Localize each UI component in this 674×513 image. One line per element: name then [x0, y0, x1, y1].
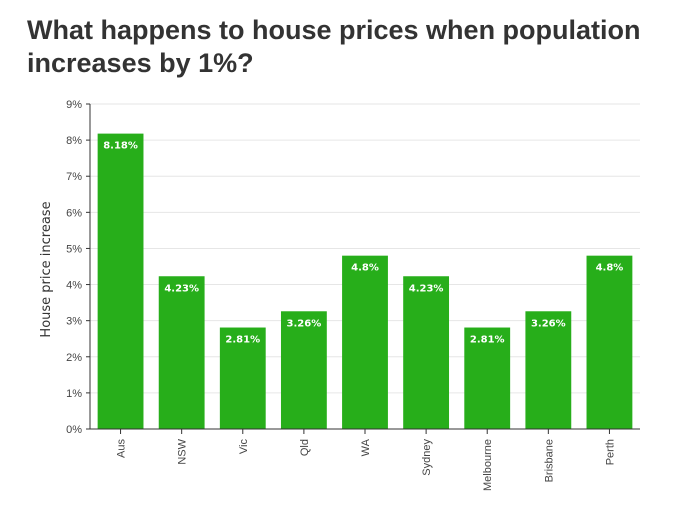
x-tick-label: Brisbane [543, 439, 555, 482]
y-axis-label: House price increase [39, 201, 54, 337]
bar-qld [280, 311, 327, 429]
bars: 8.18% 4.23% 2.81% 3.26% 4.8% 4.23% 2.81% 3.26% 4… [97, 133, 633, 429]
x-tick-label: Sydney [421, 439, 433, 476]
bar-data-label: 3.26% [531, 318, 566, 329]
x-tick-label: Aus [116, 439, 128, 458]
y-tick-label: 5% [66, 243, 82, 255]
x-axis-ticks: Aus NSW Vic Qld WA Sydney Melbourne Brisbane Per… [116, 429, 616, 491]
x-tick-label: Melbourne [482, 439, 494, 491]
bar-data-label: 4.23% [409, 283, 444, 294]
bar-wa [342, 255, 388, 429]
bar-data-label: 4.23% [164, 283, 199, 294]
y-tick-label: 9% [66, 99, 82, 111]
bar-data-label: 4.8% [596, 263, 624, 274]
bar-aus [97, 133, 144, 429]
bar-data-label: 3.26% [287, 318, 322, 329]
y-tick-label: 2% [66, 352, 82, 364]
bar-melbourne [464, 327, 511, 429]
y-axis-ticks: 0% 1% 2% 3% 4% 5% 6% 7% 8% 9% [66, 99, 90, 436]
y-tick-label: 0% [66, 424, 82, 436]
y-tick-label: 7% [66, 171, 82, 183]
y-tick-label: 3% [66, 316, 82, 328]
x-tick-label: NSW [177, 438, 189, 464]
x-tick-label: Qld [299, 439, 311, 456]
y-tick-label: 1% [66, 388, 82, 400]
y-tick-label: 8% [66, 135, 82, 147]
y-tick-label: 4% [66, 280, 82, 292]
bar-brisbane [525, 311, 572, 429]
bar-data-label: 2.81% [470, 335, 505, 346]
bar-data-label: 2.81% [225, 335, 260, 346]
chart-title: What happens to house prices when popula… [27, 15, 641, 78]
x-tick-label: Perth [604, 439, 616, 465]
bar-sydney [403, 276, 450, 429]
bar-perth [586, 255, 633, 429]
bar-nsw [158, 276, 205, 429]
bar-data-label: 4.8% [351, 263, 379, 274]
bar-vic [219, 327, 266, 429]
x-tick-label: Vic [238, 439, 250, 455]
y-tick-label: 6% [66, 207, 82, 219]
bar-data-label: 8.18% [103, 141, 138, 152]
x-tick-label: WA [360, 438, 372, 456]
